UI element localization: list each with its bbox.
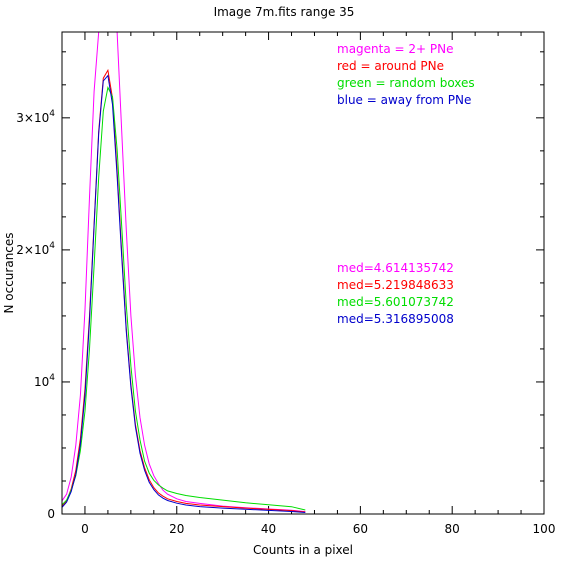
series-line-3	[62, 74, 306, 513]
legend: magenta = 2+ PNe red = around PNe green = …	[337, 42, 475, 107]
y-tick-label: 104	[34, 373, 55, 389]
y-tick-label: 0	[47, 507, 55, 521]
series-layer	[62, 32, 306, 513]
series-line-0	[62, 32, 306, 513]
x-tick-label: 20	[169, 522, 184, 536]
x-tick-label: 40	[261, 522, 276, 536]
median-annotation: med=5.316895008	[337, 312, 454, 326]
median-annotation: med=5.601073742	[337, 295, 454, 309]
series-line-2	[62, 85, 306, 511]
legend-entry: red = around PNe	[337, 59, 444, 73]
legend-entry: magenta = 2+ PNe	[337, 42, 454, 56]
median-annotation: med=5.219848633	[337, 278, 454, 292]
median-labels: med=4.614135742 med=5.219848633 med=5.6010…	[337, 261, 454, 326]
tick-marks	[62, 32, 545, 515]
median-annotation: med=4.614135742	[337, 261, 454, 275]
x-axis-label: Counts in a pixel	[253, 543, 353, 557]
y-tick-label: 3×104	[16, 109, 55, 125]
y-axis-label: N occurances	[2, 232, 16, 313]
y-tick-label: 2×104	[16, 241, 55, 257]
legend-entry: blue = away from PNe	[337, 93, 471, 107]
legend-entry: green = random boxes	[337, 76, 475, 90]
chart-title: Image 7m.fits range 35	[214, 5, 355, 19]
x-tick-label: 100	[533, 522, 556, 536]
x-tick-label: 0	[81, 522, 89, 536]
x-tick-label: 80	[445, 522, 460, 536]
x-tick-labels: 0 20 40 60 80 100	[81, 522, 555, 536]
plot-frame	[61, 31, 545, 515]
y-tick-labels: 0 104 2×104 3×104	[16, 109, 55, 521]
x-tick-label: 60	[353, 522, 368, 536]
